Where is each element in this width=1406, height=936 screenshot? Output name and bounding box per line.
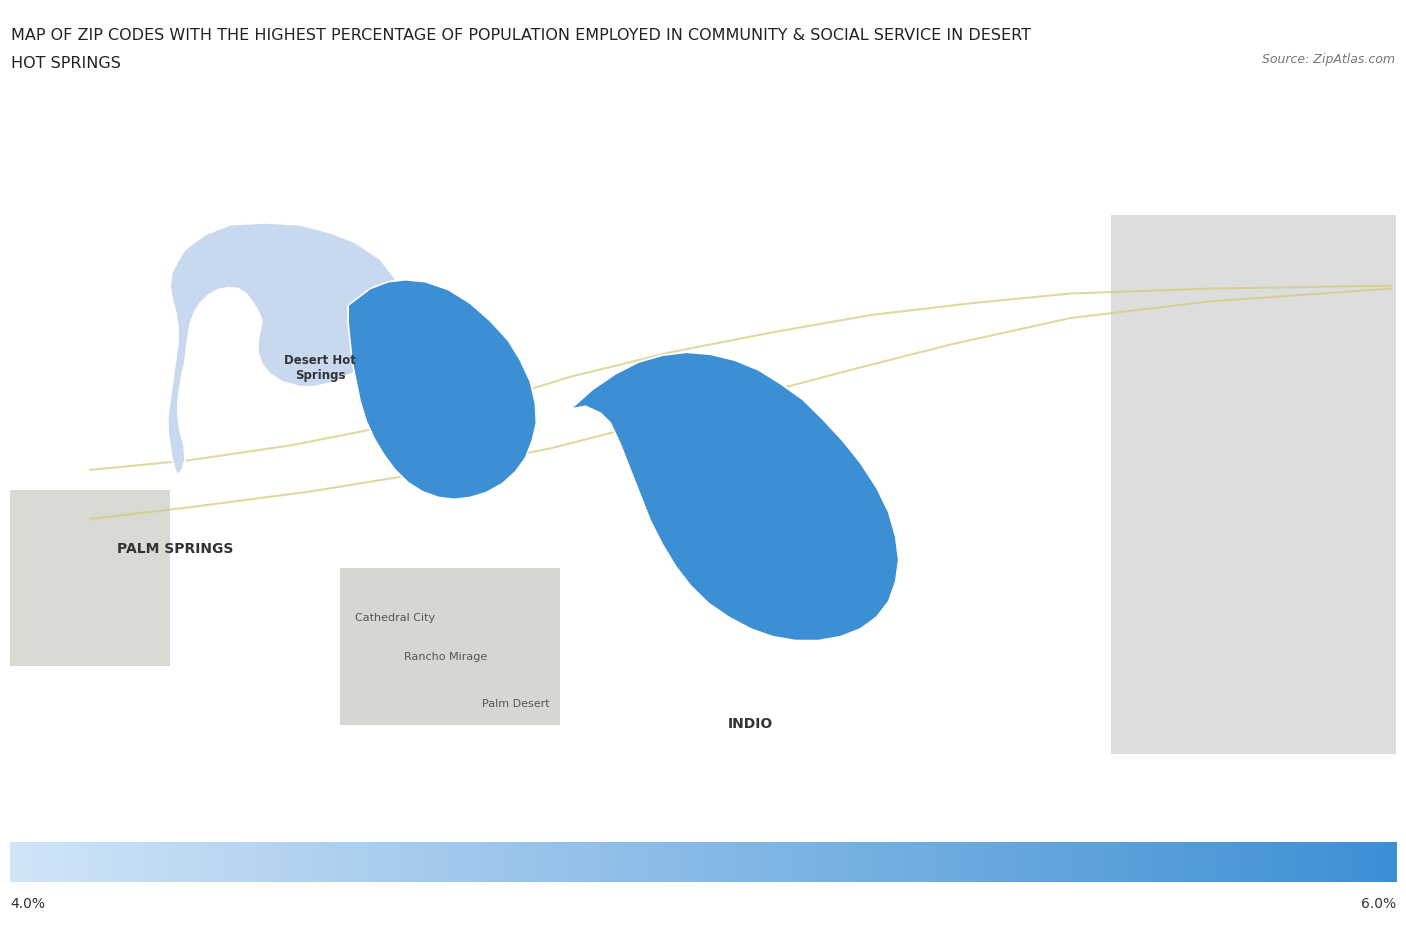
Text: Palm Desert: Palm Desert (481, 698, 550, 709)
Text: Desert Hot
Springs: Desert Hot Springs (284, 354, 356, 382)
Bar (10, 490, 170, 666)
Text: Cathedral City: Cathedral City (356, 612, 436, 622)
Polygon shape (349, 281, 536, 500)
Text: Source: ZipAtlas.com: Source: ZipAtlas.com (1261, 52, 1395, 66)
Bar (340, 568, 561, 725)
Bar (1111, 216, 1396, 754)
Polygon shape (571, 353, 898, 641)
Text: Rancho Mirage: Rancho Mirage (404, 651, 486, 662)
Text: HOT SPRINGS: HOT SPRINGS (11, 56, 121, 71)
Text: PALM SPRINGS: PALM SPRINGS (117, 542, 233, 556)
Text: 6.0%: 6.0% (1361, 896, 1396, 910)
Polygon shape (167, 224, 401, 475)
Text: MAP OF ZIP CODES WITH THE HIGHEST PERCENTAGE OF POPULATION EMPLOYED IN COMMUNITY: MAP OF ZIP CODES WITH THE HIGHEST PERCEN… (11, 27, 1031, 42)
Text: INDIO: INDIO (728, 716, 773, 730)
Text: 4.0%: 4.0% (10, 896, 45, 910)
